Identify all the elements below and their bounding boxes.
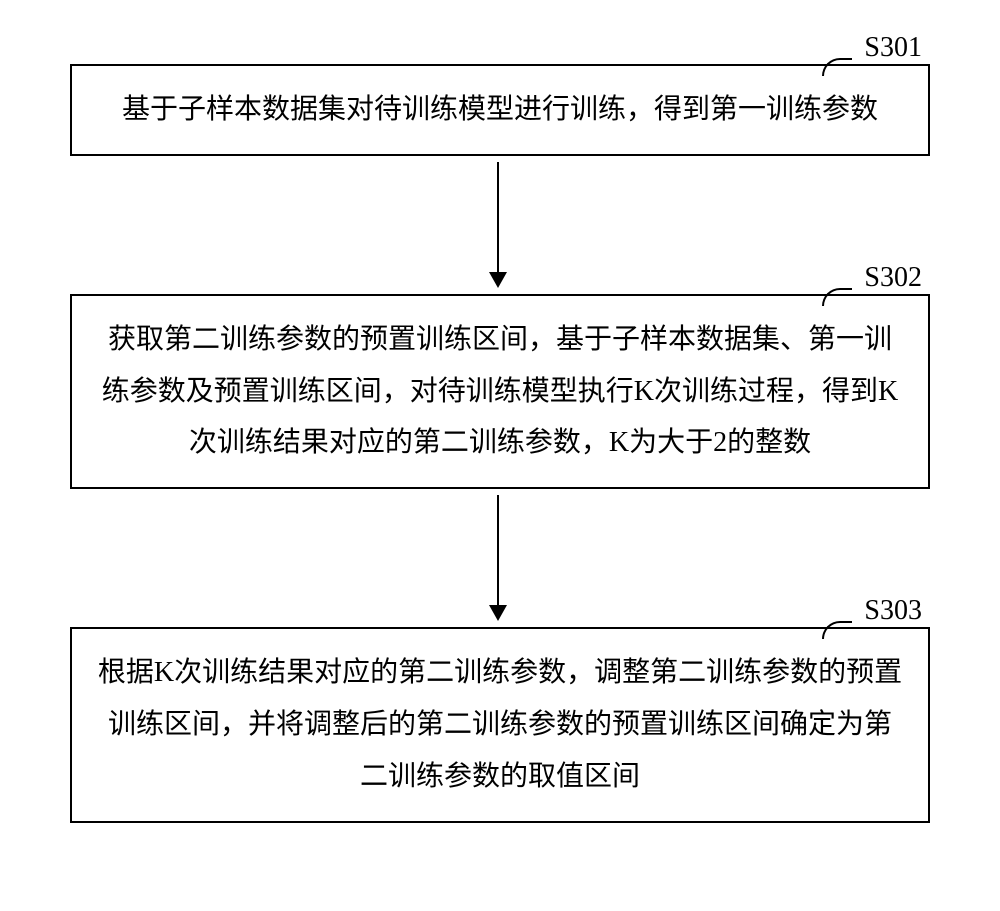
label-connector-3: [822, 621, 852, 639]
step-wrapper-3: S303 根据K次训练结果对应的第二训练参数，调整第二训练参数的预置训练区间，并…: [40, 627, 960, 822]
step-box-2: 获取第二训练参数的预置训练区间，基于子样本数据集、第一训练参数及预置训练区间，对…: [70, 294, 930, 489]
arrow-2: [489, 495, 507, 621]
label-connector-2: [822, 288, 852, 306]
label-connector-1: [822, 58, 852, 76]
arrow-head-2: [489, 605, 507, 621]
step-label-2: S302: [864, 262, 922, 294]
step-wrapper-2: S302 获取第二训练参数的预置训练区间，基于子样本数据集、第一训练参数及预置训…: [40, 294, 960, 489]
step-box-1: 基于子样本数据集对待训练模型进行训练，得到第一训练参数: [70, 64, 930, 156]
step-box-3: 根据K次训练结果对应的第二训练参数，调整第二训练参数的预置训练区间，并将调整后的…: [70, 627, 930, 822]
step-label-3: S303: [864, 595, 922, 627]
arrow-line-1: [497, 162, 499, 272]
arrow-head-1: [489, 272, 507, 288]
step-wrapper-1: S301 基于子样本数据集对待训练模型进行训练，得到第一训练参数: [40, 64, 960, 156]
step-label-1: S301: [864, 32, 922, 64]
arrow-line-2: [497, 495, 499, 605]
arrow-1: [489, 162, 507, 288]
flowchart-container: S301 基于子样本数据集对待训练模型进行训练，得到第一训练参数 S302 获取…: [40, 30, 960, 823]
